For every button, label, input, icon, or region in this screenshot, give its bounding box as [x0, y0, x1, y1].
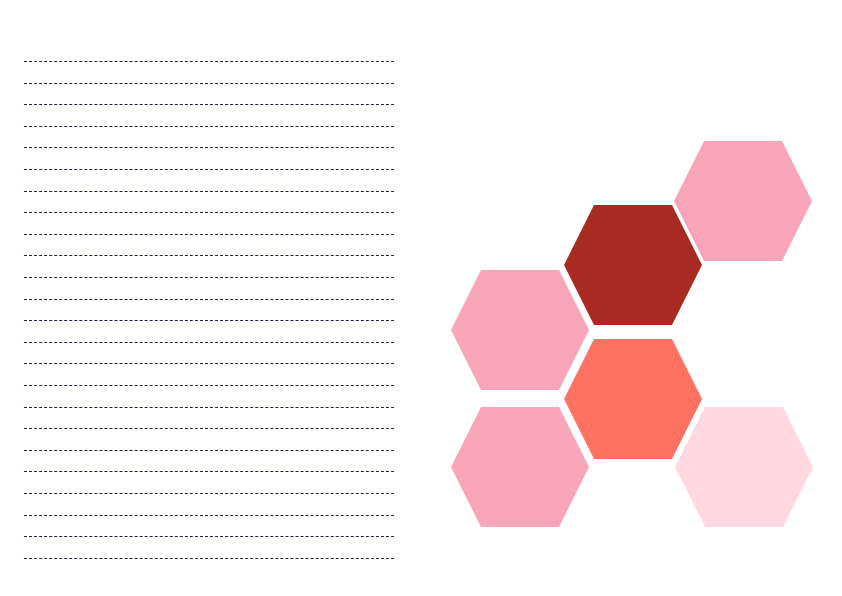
rule-line — [24, 428, 394, 429]
hexagon-top-right — [674, 141, 812, 261]
rule-line — [24, 471, 394, 472]
rule-line — [24, 450, 394, 451]
rule-line — [24, 169, 394, 170]
hexagon-coral — [564, 339, 702, 459]
rule-line — [24, 342, 394, 343]
rule-line — [24, 126, 394, 127]
rule-line — [24, 83, 394, 84]
rule-line — [24, 191, 394, 192]
hexagon-middle-left — [451, 270, 589, 390]
rule-line — [24, 558, 394, 559]
hexagon-bottom-left — [451, 407, 589, 527]
rule-line — [24, 407, 394, 408]
hexagon-dark-red — [564, 205, 702, 325]
rule-line — [24, 536, 394, 537]
rule-line — [24, 61, 394, 62]
rule-line — [24, 299, 394, 300]
rule-line — [24, 104, 394, 105]
hexagon-bottom-right — [675, 407, 813, 527]
rule-line — [24, 363, 394, 364]
rule-line — [24, 385, 394, 386]
rule-line — [24, 147, 394, 148]
rule-line — [24, 493, 394, 494]
rule-line — [24, 212, 394, 213]
rule-line — [24, 515, 394, 516]
rule-line — [24, 234, 394, 235]
rule-line — [24, 277, 394, 278]
rule-line — [24, 320, 394, 321]
rule-line — [24, 255, 394, 256]
